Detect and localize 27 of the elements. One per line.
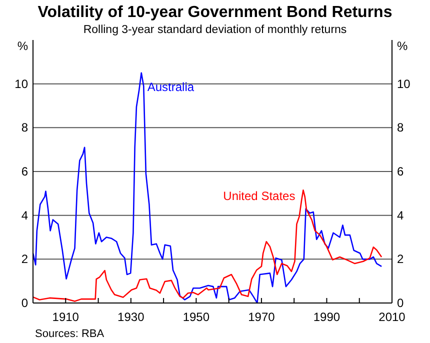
chart-subtitle: Rolling 3-year standard deviation of monthly returns	[83, 24, 347, 36]
y2-tick-label: 8	[397, 120, 404, 135]
y-tick-label: 8	[21, 120, 28, 135]
x-tick-label: 1910	[52, 310, 80, 324]
y2-tick-label: 0	[397, 296, 404, 310]
y2-tick-label: 6	[397, 164, 404, 178]
chart-title: Volatility of 10-year Government Bond Returns	[38, 4, 392, 21]
y-tick-label: 6	[21, 164, 28, 178]
line-series	[32, 72, 382, 304]
y2-tick-label: 10	[397, 76, 411, 91]
x-tick-label: 1950	[182, 310, 210, 324]
y-tick-label: 10	[14, 76, 28, 91]
line-series	[32, 189, 382, 302]
x-tick-label: 2010	[378, 310, 406, 324]
y2-tick-label: 4	[397, 208, 404, 222]
y-tick-label: 0	[21, 296, 28, 310]
x-tick-label: 1930	[118, 310, 145, 324]
x-tick-label: 1970	[248, 310, 276, 324]
y2-axis-title: %	[397, 39, 408, 53]
series-label: United States	[223, 189, 296, 204]
y-tick-label: 2	[21, 252, 28, 266]
source-note: Sources: RBA	[35, 328, 105, 340]
y-axis-title: %	[17, 39, 28, 53]
y-tick-label: 4	[21, 208, 28, 222]
x-tick-label: 1990	[313, 310, 340, 324]
series-label: Australia	[147, 80, 194, 94]
y2-tick-label: 2	[397, 252, 404, 266]
